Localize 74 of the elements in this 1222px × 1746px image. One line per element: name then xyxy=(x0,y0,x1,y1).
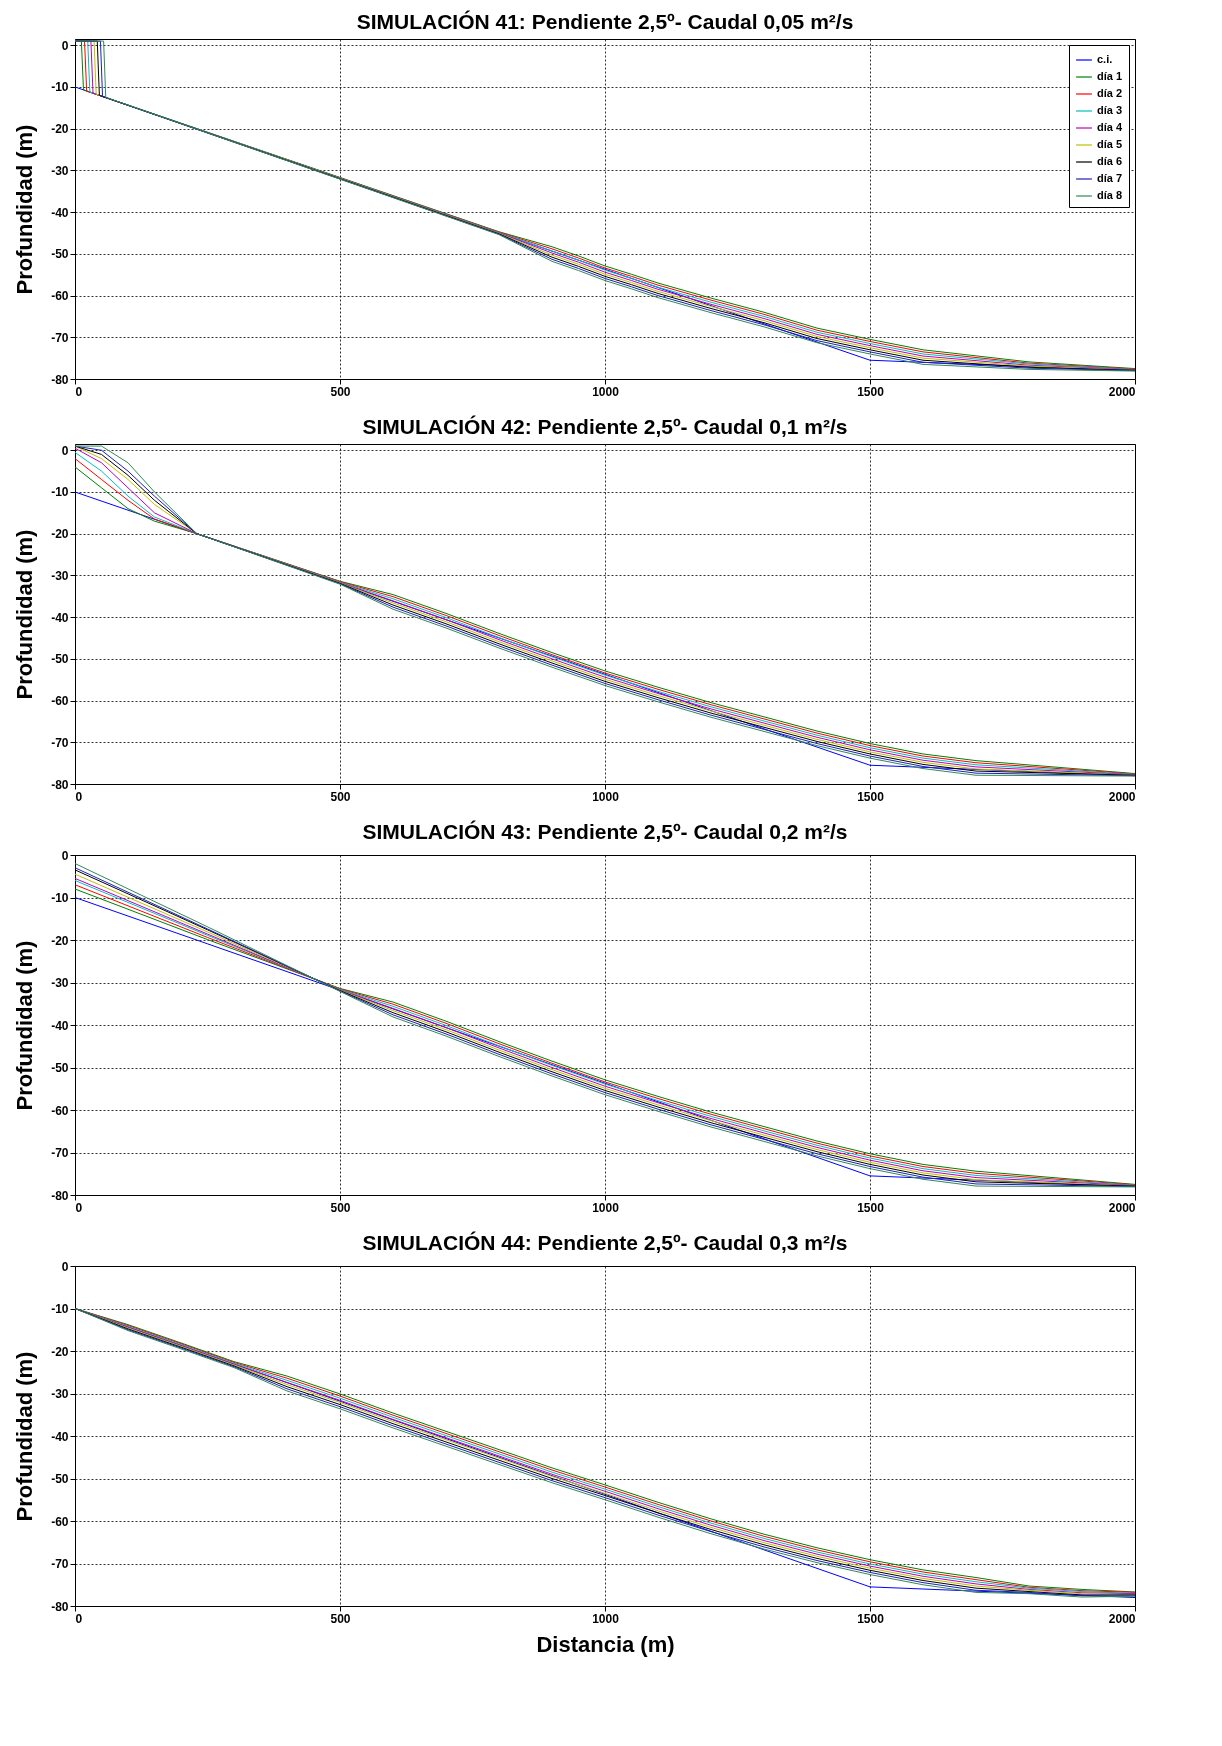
x-tick-label: 0 xyxy=(75,789,83,804)
y-tick-label: -70 xyxy=(51,330,69,345)
x-tick-label: 2000 xyxy=(1108,1611,1136,1626)
legend-label: día 1 xyxy=(1097,70,1123,82)
x-tick-label: 1500 xyxy=(857,789,885,804)
x-axis-title: Distancia (m) xyxy=(536,1631,675,1657)
x-tick-label: 500 xyxy=(330,384,351,399)
y-tick-label: -10 xyxy=(51,485,69,500)
y-tick-label: -50 xyxy=(51,652,69,667)
y-tick-label: -10 xyxy=(51,80,69,95)
y-tick-label: -40 xyxy=(51,610,69,625)
y-tick-label: -50 xyxy=(51,1061,69,1075)
y-tick-label: -20 xyxy=(51,933,69,948)
y-tick-label: -60 xyxy=(51,289,69,304)
y-tick-label: -80 xyxy=(51,372,69,387)
x-tick-label: 2000 xyxy=(1108,384,1136,399)
legend-label: c.i. xyxy=(1097,53,1113,65)
chart-title: SIMULACIÓN 43: Pendiente 2,5º- Caudal 0,2 m²/s xyxy=(362,820,848,843)
y-tick-label: 0 xyxy=(61,1259,69,1274)
chart-title: SIMULACIÓN 42: Pendiente 2,5º- Caudal 0,1 m²/s xyxy=(362,415,848,438)
legend-label: día 7 xyxy=(1097,172,1123,184)
legend-label: día 4 xyxy=(1097,121,1123,133)
y-axis-title: Profundidad (m) xyxy=(12,1351,38,1522)
x-tick-label: 1500 xyxy=(857,1200,885,1215)
y-tick-label: -20 xyxy=(51,1344,69,1359)
y-tick-label: -60 xyxy=(51,1514,69,1529)
legend-label: día 3 xyxy=(1097,104,1123,116)
y-tick-label: -40 xyxy=(51,1018,69,1033)
x-tick-label: 2000 xyxy=(1108,789,1136,804)
x-tick-label: 500 xyxy=(330,789,351,804)
x-tick-label: 1000 xyxy=(592,384,620,399)
y-tick-label: -30 xyxy=(51,976,69,990)
y-tick-label: -70 xyxy=(51,735,69,750)
x-tick-label: 0 xyxy=(75,1611,83,1626)
legend-label: día 5 xyxy=(1097,138,1123,150)
y-tick-label: -60 xyxy=(51,694,69,709)
y-tick-label: -80 xyxy=(51,1188,69,1203)
legend-label: día 2 xyxy=(1097,87,1123,99)
y-tick-label: -50 xyxy=(51,247,69,262)
x-tick-label: 500 xyxy=(330,1611,351,1626)
x-tick-label: 1500 xyxy=(857,384,885,399)
chart-title: SIMULACIÓN 44: Pendiente 2,5º- Caudal 0,3 m²/s xyxy=(362,1231,848,1254)
legend-label: día 6 xyxy=(1097,155,1123,167)
y-tick-label: 0 xyxy=(61,848,69,863)
x-tick-label: 1000 xyxy=(592,1200,620,1215)
y-tick-label: 0 xyxy=(61,38,69,53)
y-tick-label: -70 xyxy=(51,1146,69,1160)
y-tick-label: -50 xyxy=(51,1472,69,1486)
x-tick-label: 500 xyxy=(330,1200,351,1215)
legend-label: día 8 xyxy=(1097,189,1123,201)
x-tick-label: 0 xyxy=(75,1200,83,1215)
y-axis-title: Profundidad (m) xyxy=(12,940,38,1111)
x-tick-label: 1000 xyxy=(592,1611,620,1626)
y-tick-label: -10 xyxy=(51,1302,69,1316)
y-tick-label: -30 xyxy=(51,163,69,178)
y-tick-label: -70 xyxy=(51,1557,69,1571)
chart-title: SIMULACIÓN 41: Pendiente 2,5º- Caudal 0,05 m²/s xyxy=(356,10,854,33)
x-tick-label: 0 xyxy=(75,384,83,399)
x-tick-label: 2000 xyxy=(1108,1200,1136,1215)
y-tick-label: 0 xyxy=(61,443,69,458)
y-tick-label: -40 xyxy=(51,1429,69,1444)
y-tick-label: -80 xyxy=(51,1599,69,1614)
y-tick-label: -30 xyxy=(51,568,69,583)
y-axis-title: Profundidad (m) xyxy=(12,124,38,295)
y-axis-title: Profundidad (m) xyxy=(12,529,38,700)
y-tick-label: -80 xyxy=(51,777,69,792)
y-tick-label: -30 xyxy=(51,1387,69,1401)
x-tick-label: 1500 xyxy=(857,1611,885,1626)
x-tick-label: 1000 xyxy=(592,789,620,804)
y-tick-label: -20 xyxy=(51,527,69,542)
y-tick-label: -20 xyxy=(51,122,69,137)
y-tick-label: -10 xyxy=(51,891,69,905)
y-tick-label: -40 xyxy=(51,205,69,220)
y-tick-label: -60 xyxy=(51,1103,69,1118)
